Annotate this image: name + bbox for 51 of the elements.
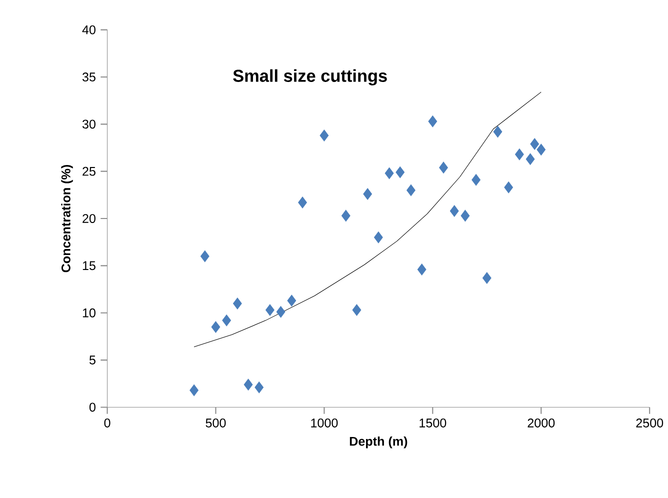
y-tick-label: 0	[89, 402, 96, 412]
point	[200, 250, 210, 262]
y-axis-title: Concentration (%)	[61, 165, 73, 272]
point	[222, 314, 232, 326]
point	[406, 184, 416, 196]
y-tick-label: 10	[82, 308, 96, 318]
y-tick-label: 30	[82, 120, 96, 129]
point	[530, 138, 540, 150]
point	[536, 144, 546, 156]
point	[450, 205, 459, 217]
y-tick-label: 25	[82, 167, 96, 176]
x-tick-label: 1500	[420, 418, 446, 428]
y-tick-label: 20	[82, 214, 96, 224]
point	[374, 232, 383, 244]
point	[341, 210, 350, 222]
line-series	[194, 92, 542, 348]
point	[211, 321, 220, 334]
y-tick-label: 5	[89, 356, 96, 365]
point	[352, 304, 362, 316]
point	[276, 306, 286, 318]
y-tick-label: 15	[82, 261, 96, 270]
point	[266, 304, 274, 316]
y-tick-label: 40	[82, 26, 96, 34]
point	[232, 298, 242, 310]
point	[417, 264, 426, 276]
point	[493, 126, 502, 138]
point	[254, 382, 264, 394]
point	[190, 384, 198, 396]
point	[515, 148, 524, 160]
point	[504, 182, 514, 194]
point	[428, 116, 438, 128]
point	[526, 153, 535, 166]
text: Small size cuttings	[233, 69, 387, 86]
point	[396, 166, 405, 178]
x-tick-label: 2000	[528, 418, 555, 428]
x-tick-label: 500	[206, 418, 226, 428]
point	[363, 188, 372, 200]
point	[320, 130, 329, 142]
point	[460, 210, 470, 222]
point	[287, 294, 296, 307]
point	[384, 168, 394, 180]
point	[482, 272, 492, 284]
point	[298, 196, 307, 208]
x-axis-title: Depth (m)	[350, 436, 408, 448]
x-tick-label: 1000	[311, 418, 338, 428]
point	[244, 378, 253, 391]
x-tick-label: 2500	[636, 418, 664, 428]
point	[439, 162, 448, 174]
point	[472, 174, 480, 186]
x-tick-label: 0	[104, 418, 110, 428]
y-tick-label: 35	[82, 72, 96, 82]
